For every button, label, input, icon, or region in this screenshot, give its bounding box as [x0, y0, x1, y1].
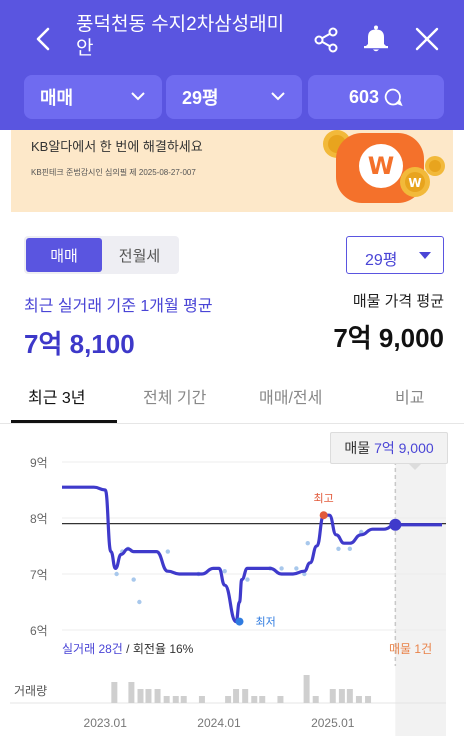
volume-bar: [329, 689, 336, 703]
x-tick-label: 2025.01: [311, 716, 355, 730]
volume-bar: [128, 682, 135, 703]
badge-pointer: [408, 463, 422, 470]
volume-bar: [346, 689, 353, 703]
scatter-point: [302, 571, 307, 577]
volume-bar: [180, 696, 187, 703]
volume-bar: [355, 696, 362, 703]
back-arrow-icon[interactable]: [32, 26, 54, 52]
scatter-point: [131, 577, 136, 582]
size-select[interactable]: 29평: [346, 236, 444, 274]
segment-rent[interactable]: 전월세: [118, 247, 161, 265]
volume-bar: [172, 696, 179, 703]
badge-value: 7억 9,000: [374, 440, 434, 456]
volume-bar: [198, 696, 205, 703]
volume-bar: [277, 696, 284, 703]
share-icon[interactable]: [312, 26, 340, 54]
tab-sale-lease[interactable]: 매매/전세: [259, 390, 323, 407]
scatter-point: [305, 541, 310, 546]
low-label: 최저: [255, 616, 275, 629]
high-point: [319, 511, 328, 520]
active-tab-indicator: [11, 420, 117, 423]
svg-text:W: W: [408, 176, 421, 190]
y-tick-label: 8억: [30, 512, 48, 526]
size-select-label: 29평: [365, 252, 398, 269]
listing-region: [395, 440, 446, 736]
app-header: 풍덕천동 수지2차삼성래미안 매매 29평 603: [0, 0, 464, 130]
coin-illustration-icon: W W: [323, 130, 445, 203]
volume-bar: [338, 689, 345, 703]
listing-price-badge: 매물 7억 9,000: [330, 432, 448, 464]
tab-all-period[interactable]: 전체 기간: [143, 390, 207, 407]
tab-recent-3y[interactable]: 최근 3년: [28, 390, 86, 407]
volume-bar: [259, 696, 266, 703]
volume-bar: [303, 675, 310, 703]
comments-button[interactable]: 603: [308, 75, 444, 119]
promo-banner[interactable]: KB알다에서 한 번에 해결하세요 KB핀테크 준법감시인 심의필 제 2025…: [11, 130, 453, 212]
turnover-rate: 회전율 16%: [132, 642, 194, 656]
scatter-point: [336, 546, 341, 551]
scatter-point: [137, 599, 142, 605]
scatter-point: [165, 549, 171, 554]
chevron-down-icon: [131, 92, 145, 101]
current-price-marker: [389, 518, 402, 531]
volume-bar: [225, 696, 232, 703]
page-title: 풍덕천동 수지2차삼성래미안: [76, 14, 285, 59]
banner-text: KB알다에서 한 번에 해결하세요: [31, 139, 203, 154]
trade-segment-control: 매매 전월세: [24, 236, 179, 274]
volume-bar: [137, 689, 144, 703]
low-point: [235, 617, 244, 626]
volume-bar: [111, 682, 118, 703]
x-tick-label: 2023.01: [84, 716, 128, 730]
avg-price-value: 7억 8,100: [24, 329, 135, 359]
trade-stats: 실거래 28건 / 회전율 16%: [62, 640, 193, 657]
svg-text:W: W: [368, 152, 394, 180]
avg-price-label: 최근 실거래 기준 1개월 평균: [24, 298, 213, 315]
volume-bar: [251, 696, 258, 703]
volume-label: 거래량: [14, 684, 48, 698]
close-icon[interactable]: [414, 26, 440, 52]
size-filter[interactable]: 29평: [166, 75, 302, 119]
banner-fine-print: KB핀테크 준법감시인 심의필 제 2025-08-27-007: [31, 168, 196, 177]
volume-bar: [233, 689, 240, 703]
scatter-point: [114, 571, 119, 577]
price-line: [62, 485, 442, 624]
comment-count: 603: [348, 86, 380, 107]
scatter-point: [294, 566, 299, 571]
bell-icon[interactable]: [361, 24, 391, 54]
segment-sale[interactable]: 매매: [26, 238, 102, 272]
listing-count: 매물 1건: [389, 642, 433, 656]
scatter-point: [347, 546, 353, 551]
high-label: 최고: [314, 492, 334, 505]
comment-icon: [384, 88, 403, 107]
ask-price-value: 7억 9,000: [333, 323, 444, 353]
volume-bar: [163, 696, 170, 703]
scatter-point: [279, 566, 284, 571]
x-tick-label: 2024.01: [197, 716, 241, 730]
trade-type-label: 매매: [40, 88, 74, 108]
trade-type-filter[interactable]: 매매: [24, 75, 162, 119]
volume-bar: [154, 689, 161, 703]
chevron-down-icon: [271, 92, 285, 101]
size-filter-label: 29평: [182, 88, 219, 108]
period-tabs: 최근 3년 전체 기간 매매/전세 비교: [0, 372, 464, 424]
dropdown-triangle-icon: [419, 252, 431, 259]
tab-compare[interactable]: 비교: [395, 390, 425, 407]
trade-count: 실거래 28건: [62, 642, 123, 656]
scatter-point: [245, 577, 250, 582]
badge-label: 매물: [344, 440, 371, 456]
volume-bar: [312, 696, 319, 703]
trade-stats-separator: /: [122, 642, 133, 656]
y-tick-label: 6억: [30, 624, 48, 638]
y-tick-label: 7억: [30, 568, 48, 582]
scatter-point: [222, 569, 227, 574]
volume-bar: [365, 696, 372, 703]
volume-bar: [242, 689, 249, 703]
y-tick-label: 9억: [30, 456, 48, 470]
volume-bar: [145, 689, 152, 703]
ask-price-label: 매물 가격 평균: [352, 293, 444, 310]
